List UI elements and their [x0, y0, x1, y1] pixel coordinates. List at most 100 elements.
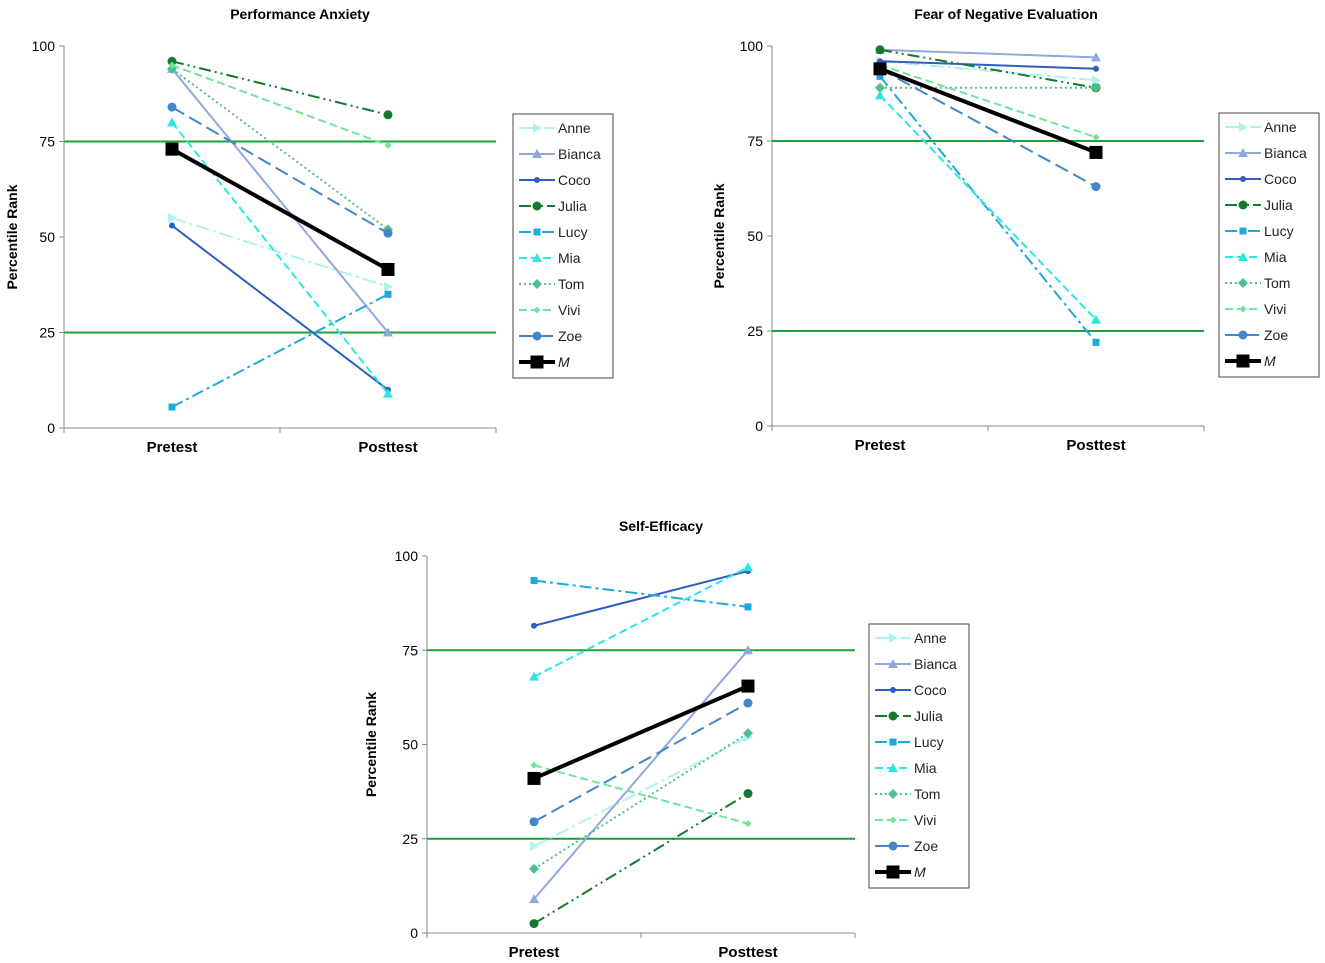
- series-line: [171, 68, 389, 231]
- data-point-posttest: [1089, 145, 1103, 159]
- legend-marker: [1239, 227, 1247, 235]
- legend-marker: [888, 711, 898, 721]
- data-point-posttest: [384, 290, 392, 298]
- legend-marker: [532, 149, 542, 158]
- series-line: [879, 66, 1097, 155]
- legend-label-tom: Tom: [558, 276, 584, 292]
- legend: Anne Bianca Coco Julia Lucy Mia Tom Vivi Zoe M: [868, 623, 970, 889]
- legend-marker: [1239, 122, 1248, 132]
- data-point-posttest: [383, 388, 393, 398]
- series-vivi: [530, 761, 752, 828]
- y-tick-label: 100: [395, 548, 419, 564]
- legend-box: [868, 623, 970, 889]
- series-lucy: [876, 72, 1100, 346]
- chart-performance-anxiety: Performance Anxiety 0 25 50 75 100 Pretest Post…: [4, 6, 614, 456]
- x-tick-label-pretest: Pretest: [509, 944, 560, 961]
- legend: Anne Bianca Coco Julia Lucy Mia Tom Vivi Zoe M: [512, 113, 614, 379]
- legend-label-mia: Mia: [1264, 249, 1287, 265]
- series-mia: [875, 90, 1101, 324]
- data-point-posttest: [1093, 65, 1099, 72]
- series-julia: [167, 56, 393, 120]
- series-line: [533, 702, 749, 823]
- data-point-pretest: [529, 817, 539, 827]
- series-mia: [529, 562, 753, 681]
- x-tick-label-posttest: Posttest: [1066, 437, 1125, 454]
- data-point-pretest: [875, 90, 885, 100]
- chart-self-efficacy: Self-Efficacy 0 25 50 75 100 Pretest Posttest Pe…: [363, 518, 970, 961]
- x-tick-label-pretest: Pretest: [147, 439, 198, 456]
- legend-label-zoe: Zoe: [558, 328, 582, 344]
- legend-marker: [1239, 305, 1247, 313]
- y-tick-label: 25: [747, 323, 763, 339]
- series-mean: [873, 62, 1103, 159]
- series-bianca: [529, 645, 753, 904]
- x-tick-label-posttest: Posttest: [718, 944, 777, 961]
- legend-label-mean: M: [1264, 353, 1276, 369]
- legend-marker: [1238, 148, 1248, 157]
- data-point-pretest: [873, 62, 887, 76]
- legend: Anne Bianca Coco Julia Lucy Mia Tom Vivi Zoe M: [1218, 112, 1320, 378]
- legend-marker: [889, 738, 897, 746]
- legend-marker: [1238, 200, 1248, 210]
- data-point-posttest: [1091, 314, 1101, 324]
- legend-label-julia: Julia: [1264, 197, 1293, 213]
- series-line: [171, 68, 389, 334]
- y-tick-label: 0: [47, 420, 55, 436]
- series-line: [171, 60, 389, 116]
- legend-marker: [1238, 278, 1248, 288]
- y-tick-label: 100: [740, 38, 764, 54]
- chart-title: Self-Efficacy: [619, 518, 703, 534]
- legend-marker: [889, 816, 897, 824]
- legend-marker: [889, 633, 898, 643]
- y-tick-label: 75: [402, 642, 418, 658]
- x-tick-label-pretest: Pretest: [855, 437, 906, 454]
- series-line: [533, 732, 749, 870]
- legend-marker: [1240, 176, 1246, 182]
- y-tick-label: 0: [755, 418, 763, 434]
- data-point-posttest: [384, 281, 393, 292]
- legend-label-coco: Coco: [1264, 171, 1297, 187]
- legend-label-zoe: Zoe: [914, 838, 938, 854]
- legend-marker: [888, 763, 898, 772]
- series-julia: [529, 789, 753, 929]
- data-point-posttest: [381, 262, 395, 276]
- legend-label-anne: Anne: [914, 630, 947, 646]
- series-line: [171, 121, 389, 395]
- data-point-pretest: [527, 771, 541, 785]
- chart-title: Fear of Negative Evaluation: [914, 6, 1098, 22]
- data-point-pretest: [168, 212, 177, 223]
- series-line: [533, 579, 749, 608]
- legend-marker: [886, 865, 900, 879]
- series-line: [879, 94, 1097, 321]
- series-line: [879, 48, 1097, 59]
- series-anne: [168, 212, 393, 292]
- data-point-posttest: [743, 728, 753, 739]
- series-line: [879, 60, 1097, 82]
- data-point-posttest: [383, 110, 393, 120]
- data-point-posttest: [744, 603, 752, 611]
- series-line: [533, 649, 749, 900]
- legend-label-anne: Anne: [558, 120, 591, 136]
- legend-label-vivi: Vivi: [1264, 301, 1286, 317]
- data-point-posttest: [743, 789, 753, 799]
- y-tick-label: 100: [32, 38, 56, 54]
- data-point-posttest: [743, 645, 753, 655]
- legend-marker: [1238, 252, 1248, 261]
- legend-label-mean: M: [558, 354, 570, 370]
- y-tick-label: 75: [39, 134, 55, 150]
- data-point-posttest: [1091, 82, 1101, 93]
- data-point-pretest: [529, 671, 539, 681]
- y-axis-label: Percentile Rank: [4, 184, 20, 289]
- data-point-posttest: [1091, 182, 1101, 192]
- data-point-posttest: [1092, 133, 1100, 141]
- legend-marker: [890, 687, 896, 693]
- y-tick-label: 50: [747, 228, 763, 244]
- y-axis-label: Percentile Rank: [711, 183, 727, 288]
- y-tick-label: 0: [410, 925, 418, 941]
- chart-fear-of-negative-evaluation: Fear of Negative Evaluation 0 25 50 75 100 Pre…: [711, 6, 1320, 454]
- data-point-pretest: [875, 45, 885, 55]
- series-line: [171, 216, 389, 288]
- legend-marker: [888, 659, 898, 668]
- series-line: [533, 570, 749, 627]
